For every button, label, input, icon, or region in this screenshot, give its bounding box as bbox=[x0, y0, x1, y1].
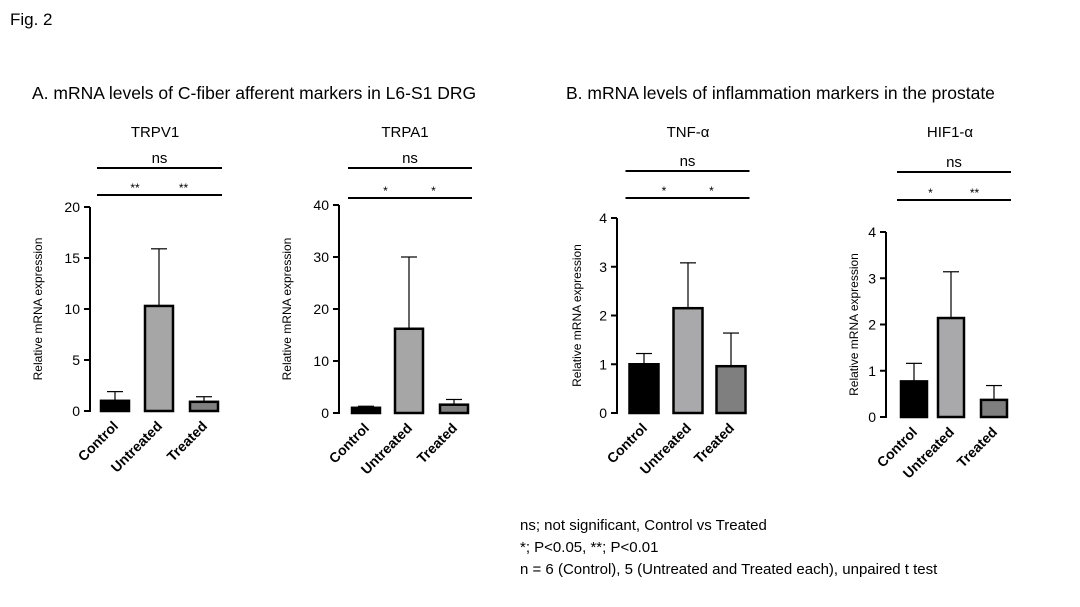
x-tick-label: Treated bbox=[954, 424, 1001, 471]
significance-label: * bbox=[709, 184, 714, 198]
y-tick-label: 3 bbox=[599, 259, 607, 275]
significance-label: * bbox=[928, 186, 933, 200]
y-tick-label: 3 bbox=[868, 270, 876, 286]
significance-label: ** bbox=[970, 186, 980, 200]
y-tick-label: 1 bbox=[599, 356, 607, 372]
y-axis-label: Relative mRNA expression bbox=[31, 238, 45, 381]
y-tick-label: 40 bbox=[313, 197, 329, 213]
chart-title-trpv1: TRPV1 bbox=[131, 124, 179, 141]
significance-label: ns bbox=[946, 154, 962, 171]
y-tick-label: 5 bbox=[72, 352, 80, 368]
figure-label: Fig. 2 bbox=[10, 10, 53, 29]
bar-treated bbox=[188, 400, 220, 413]
chart-title-hif1-: HIF1-α bbox=[927, 124, 974, 141]
significance-label: ** bbox=[179, 181, 189, 195]
bar-untreated bbox=[672, 306, 704, 415]
bar-control bbox=[899, 380, 929, 419]
y-tick-label: 20 bbox=[313, 301, 329, 317]
chart-title-tnf-: TNF-α bbox=[667, 124, 710, 141]
y-tick-label: 4 bbox=[868, 224, 876, 240]
bar-control bbox=[628, 363, 660, 415]
significance-label: ns bbox=[152, 150, 168, 167]
y-tick-label: 15 bbox=[64, 250, 80, 266]
footnote-ns: ns; not significant, Control vs Treated bbox=[520, 517, 767, 534]
y-tick-label: 10 bbox=[64, 301, 80, 317]
panel-b-title: B. mRNA levels of inflammation markers i… bbox=[566, 83, 995, 103]
y-tick-label: 0 bbox=[72, 403, 80, 419]
y-axis-label: Relative mRNA expression bbox=[570, 244, 584, 387]
bar-untreated bbox=[936, 316, 966, 419]
y-axis-label: Relative mRNA expression bbox=[280, 238, 294, 381]
bar-control bbox=[99, 399, 131, 413]
bar-treated bbox=[438, 403, 470, 415]
bar-untreated bbox=[143, 304, 175, 413]
y-tick-label: 30 bbox=[313, 249, 329, 265]
y-tick-label: 10 bbox=[313, 353, 329, 369]
bar-treated bbox=[979, 398, 1009, 419]
significance-label: ns bbox=[680, 153, 696, 170]
y-tick-label: 4 bbox=[599, 210, 607, 226]
bar-untreated bbox=[393, 327, 425, 415]
footnote-n: n = 6 (Control), 5 (Untreated and Treate… bbox=[520, 561, 938, 578]
footnote-pvalues: *; P<0.05, **; P<0.01 bbox=[520, 539, 659, 556]
y-axis-label: Relative mRNA expression bbox=[847, 253, 861, 396]
significance-label: ns bbox=[402, 150, 418, 167]
significance-label: ** bbox=[130, 181, 140, 195]
significance-label: * bbox=[383, 184, 388, 198]
y-tick-label: 20 bbox=[64, 199, 80, 215]
y-tick-label: 1 bbox=[868, 363, 876, 379]
bar-treated bbox=[715, 364, 747, 415]
y-tick-label: 0 bbox=[868, 409, 876, 425]
bar-control bbox=[350, 406, 382, 415]
y-tick-label: 2 bbox=[599, 308, 607, 324]
x-tick-label: Treated bbox=[414, 420, 461, 467]
panel-a-title: A. mRNA levels of C-fiber afferent marke… bbox=[32, 83, 477, 103]
y-tick-label: 0 bbox=[321, 405, 329, 421]
x-tick-label: Treated bbox=[164, 418, 211, 465]
significance-label: * bbox=[662, 184, 667, 198]
x-tick-label: Treated bbox=[691, 420, 738, 467]
significance-label: * bbox=[431, 184, 436, 198]
chart-title-trpa1: TRPA1 bbox=[381, 124, 428, 141]
y-tick-label: 0 bbox=[599, 405, 607, 421]
y-tick-label: 2 bbox=[868, 317, 876, 333]
